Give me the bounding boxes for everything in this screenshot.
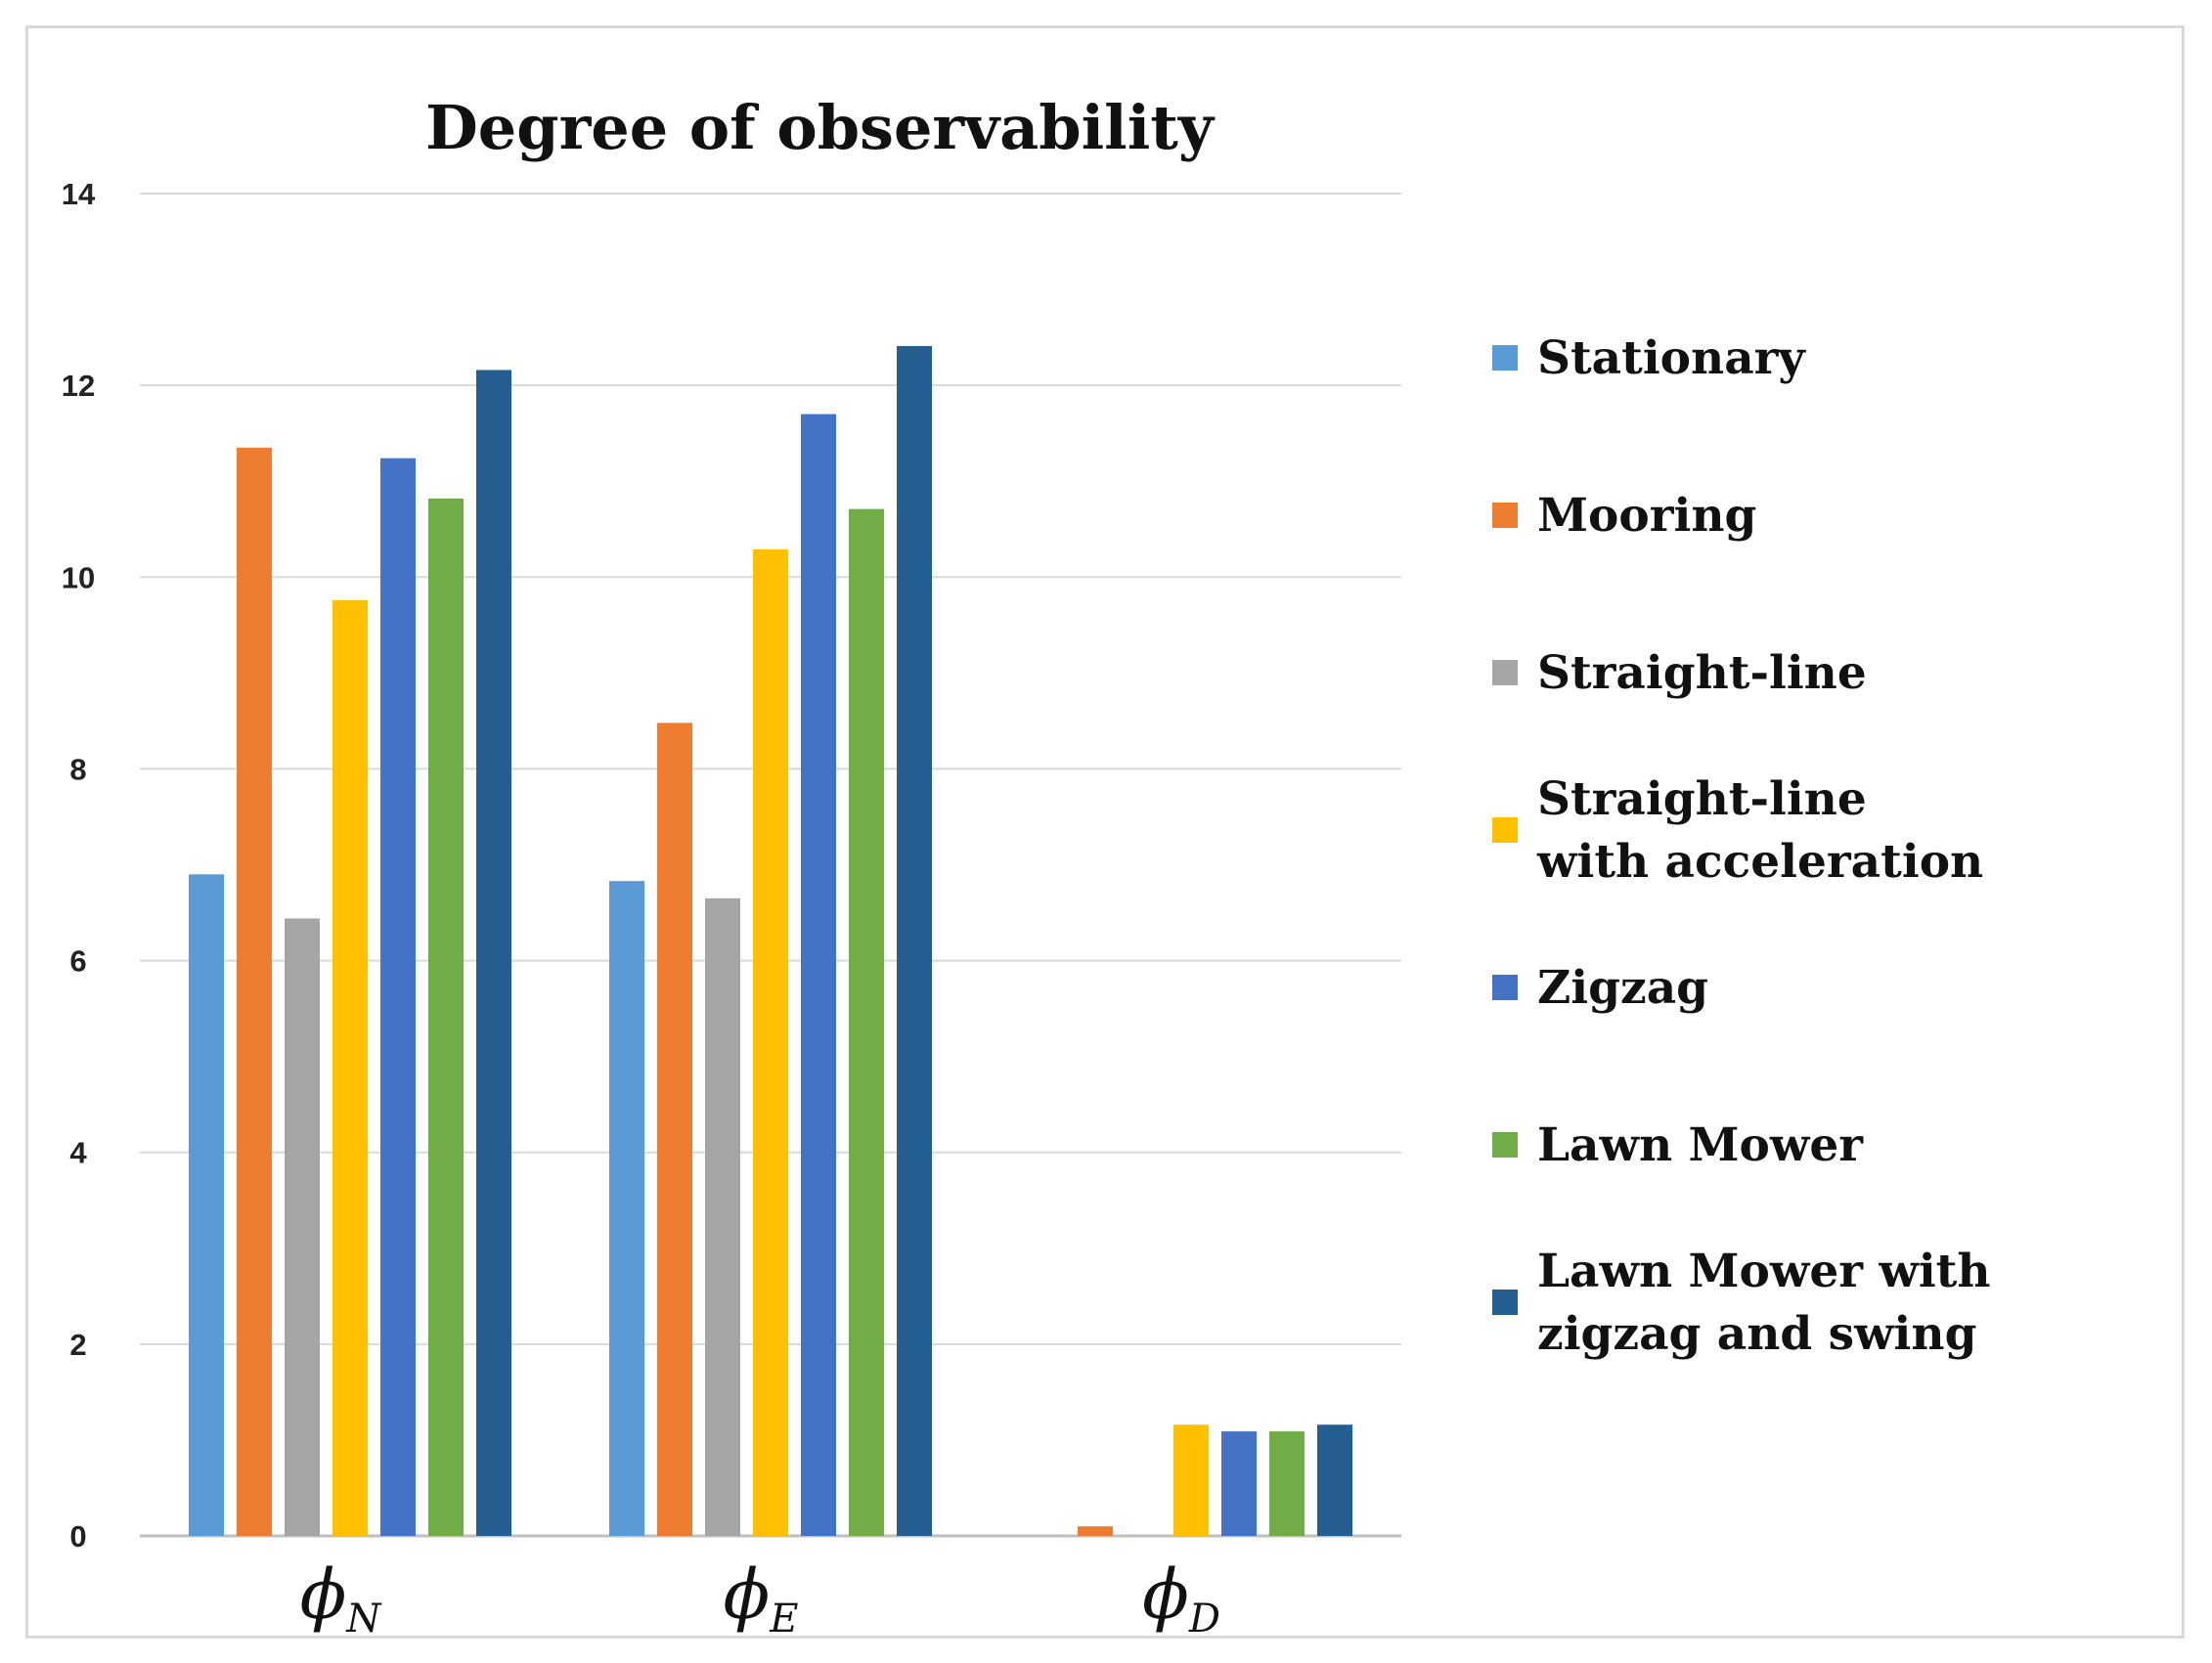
legend-swatch [1492, 503, 1518, 528]
legend-label: Lawn Mower [1537, 1118, 1864, 1172]
legend-swatch [1492, 1132, 1518, 1158]
bar-lawn-mower [428, 498, 464, 1536]
bar-straight-line-with-acceleration [1173, 1424, 1209, 1536]
bar-straight-line [285, 918, 320, 1536]
legend-label: Lawn Mower with zigzag and swing [1537, 1245, 1991, 1361]
legend-label: Straight-line with acceleration [1536, 772, 1983, 889]
bars [189, 345, 1352, 1537]
y-tick-label: 6 [69, 944, 86, 979]
bar-lawn-mower [1269, 1431, 1305, 1536]
x-category-label: ϕD [1142, 1554, 1220, 1641]
bar-mooring [237, 447, 272, 1536]
legend-label: Stationary [1537, 331, 1806, 385]
legend-label: Mooring [1537, 489, 1756, 543]
legend-swatch [1492, 345, 1518, 371]
bar-straight-line-with-acceleration [332, 599, 368, 1536]
y-tick-label: 4 [69, 1136, 87, 1170]
y-tick-label: 8 [69, 752, 86, 786]
chart-title: Degree of observability [425, 92, 1216, 163]
bar-straight-line [705, 897, 740, 1536]
bar-stationary [609, 881, 644, 1536]
bar-zigzag [380, 458, 416, 1537]
bar-stationary [189, 874, 224, 1536]
y-tick-label: 0 [69, 1519, 86, 1554]
legend-swatch [1492, 660, 1518, 685]
legend-label: Zigzag [1537, 961, 1708, 1015]
x-category-label: ϕN [300, 1554, 383, 1641]
bar-lawn-mower-with-zigzag-and-swing [476, 370, 511, 1536]
x-axis-categories: ϕN ϕE ϕD [300, 1554, 1220, 1641]
legend-swatch [1492, 817, 1518, 843]
bar-mooring [1078, 1526, 1113, 1536]
bar-lawn-mower-with-zigzag-and-swing [897, 345, 932, 1536]
bar-zigzag [801, 414, 836, 1536]
legend-label: Straight-line [1537, 646, 1867, 700]
bar-mooring [657, 722, 692, 1536]
y-tick-label: 12 [62, 369, 95, 403]
bar-straight-line-with-acceleration [753, 548, 788, 1536]
y-tick-label: 2 [69, 1328, 86, 1362]
legend-swatch [1492, 975, 1518, 1000]
bar-lawn-mower-with-zigzag-and-swing [1317, 1424, 1352, 1536]
legend-swatch [1492, 1290, 1518, 1315]
y-tick-label: 10 [62, 560, 95, 594]
x-category-label: ϕE [724, 1554, 799, 1641]
bar-zigzag [1221, 1431, 1257, 1536]
legend: Stationary Mooring Straight-line Straight-l… [1492, 331, 1991, 1361]
y-axis-ticks: 0 2 4 6 8 10 12 14 [62, 177, 96, 1554]
y-tick-label: 14 [62, 177, 96, 211]
bar-lawn-mower [849, 508, 884, 1536]
